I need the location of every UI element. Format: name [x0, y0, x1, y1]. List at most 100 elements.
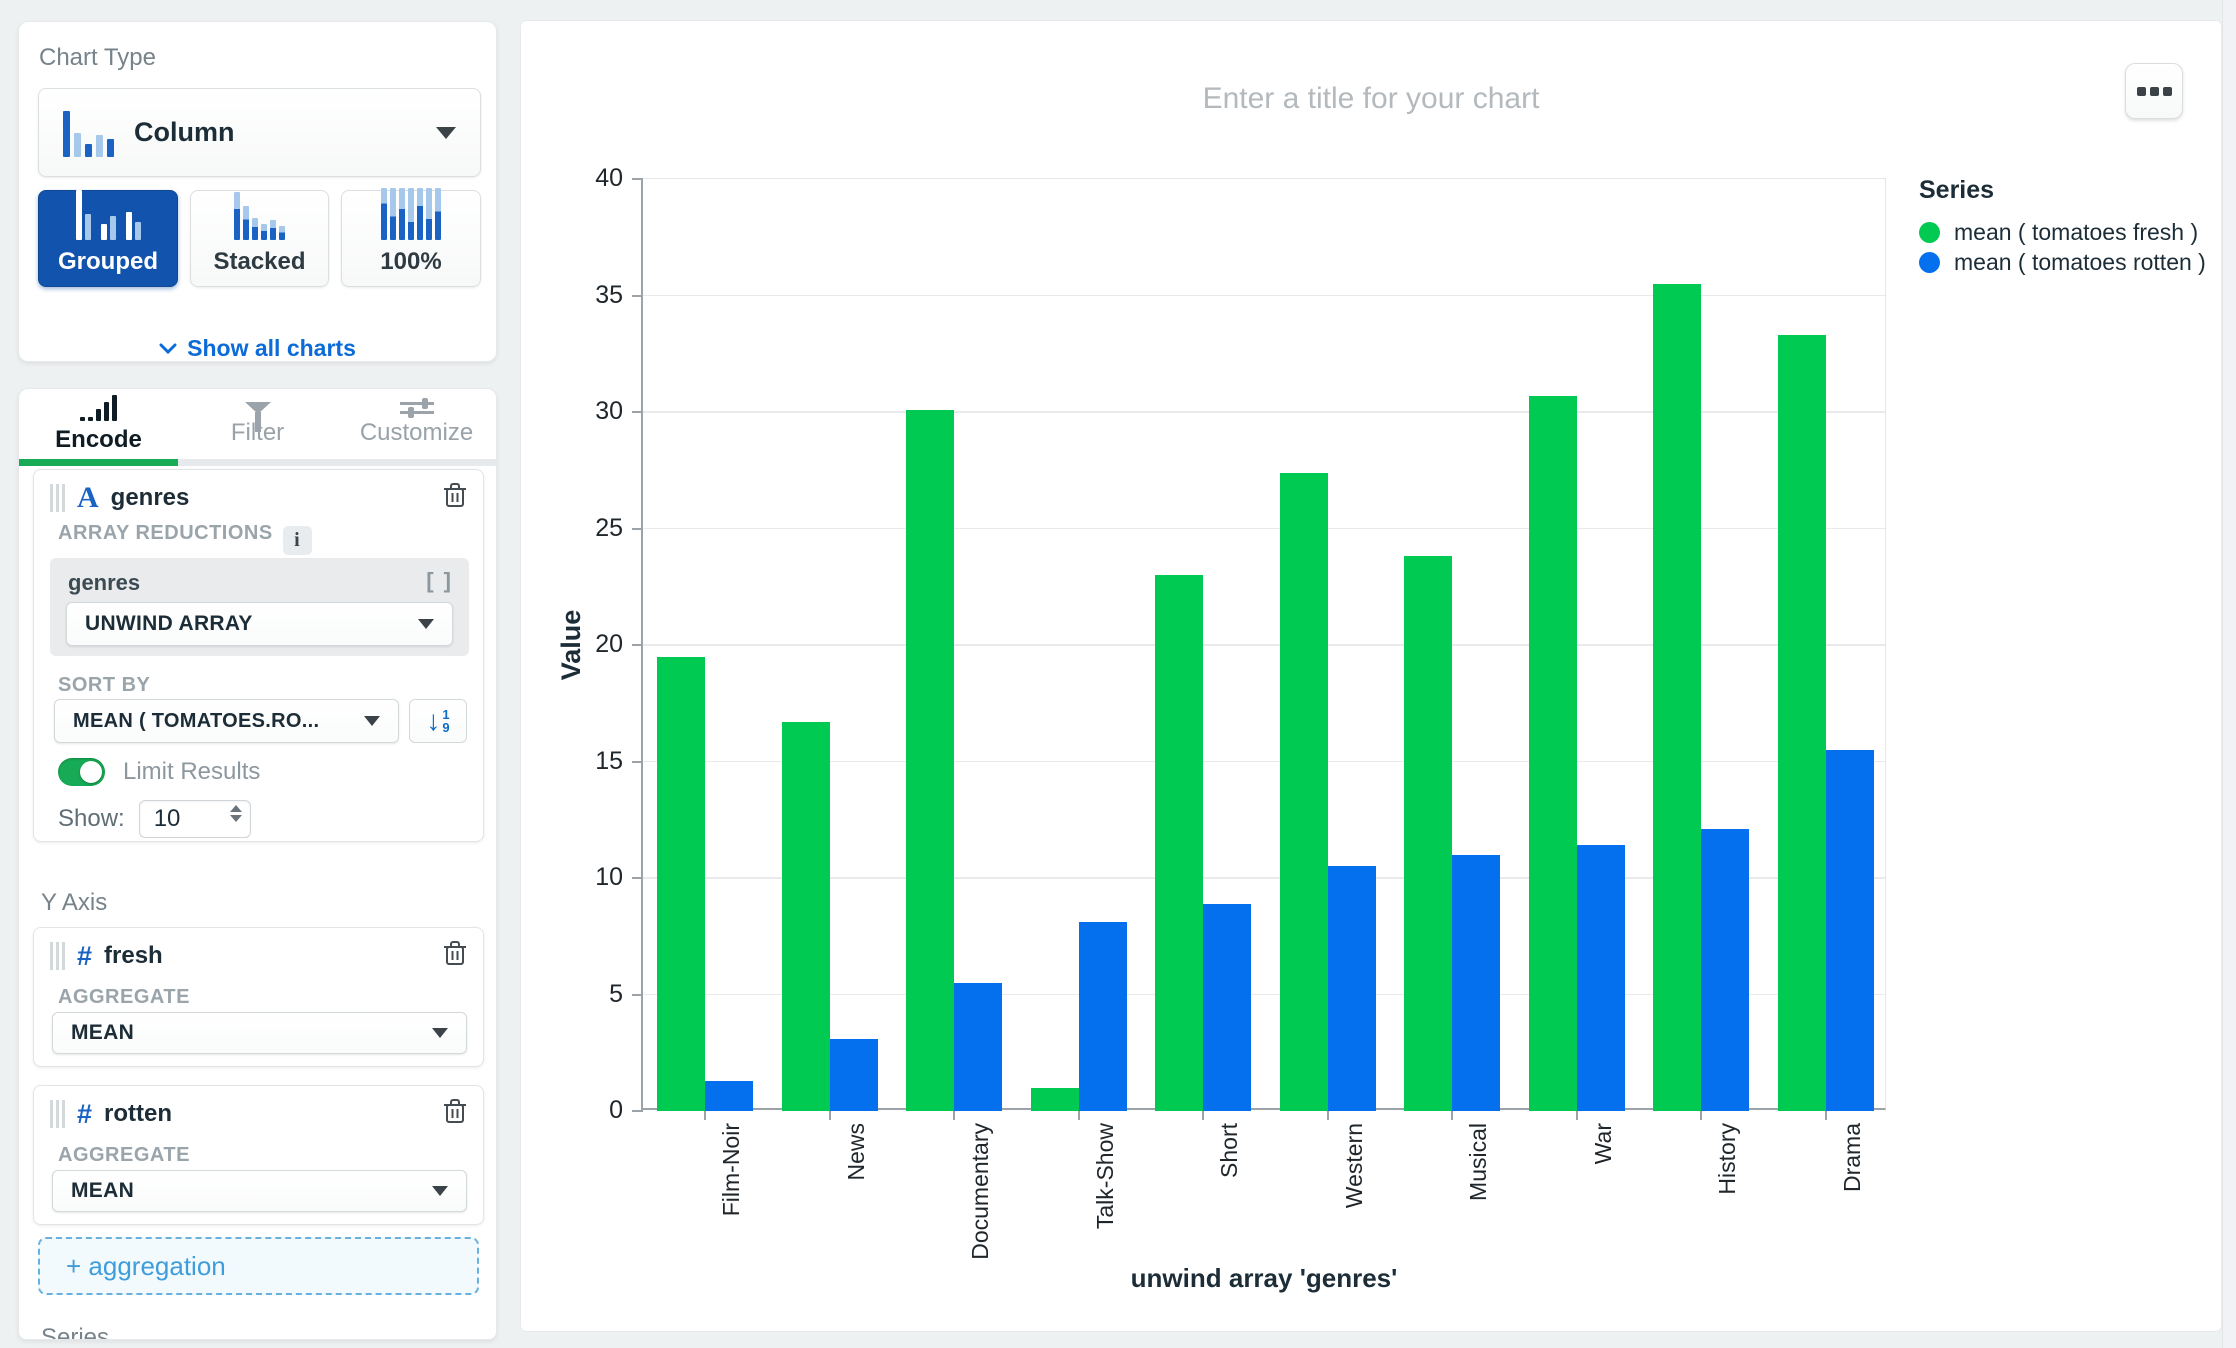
- bar-fresh: [1155, 575, 1204, 1111]
- x-tick-label: Musical: [1465, 1123, 1492, 1201]
- reduction-field-name: genres: [68, 570, 141, 595]
- mode-button-100pct[interactable]: 100%: [341, 188, 481, 287]
- x-axis-tick: [1575, 1111, 1578, 1120]
- info-icon[interactable]: i: [282, 526, 312, 555]
- x-tick-label: Film-Noir: [718, 1123, 745, 1217]
- sort-by-select[interactable]: MEAN ( TOMATOES.RO...: [54, 699, 399, 743]
- trash-icon[interactable]: [443, 1098, 467, 1130]
- legend-dot-blue: [1919, 251, 1940, 273]
- y-axis-tick: [632, 877, 643, 879]
- mode-button-label: Stacked: [213, 248, 306, 275]
- drag-handle-icon[interactable]: [50, 1100, 65, 1128]
- x-tick-label: Western: [1340, 1123, 1367, 1209]
- chart-type-select[interactable]: Column: [38, 88, 481, 177]
- y-axis-tick: [632, 993, 643, 996]
- mode-button-grouped[interactable]: Grouped: [38, 190, 178, 287]
- grouped-columns-icon: [75, 190, 141, 240]
- gridline: [643, 993, 1885, 995]
- x-axis-tick: [1202, 1111, 1205, 1120]
- bar-rotten: [1576, 845, 1625, 1111]
- x-tick-label: News: [842, 1123, 869, 1181]
- bar-rotten: [1452, 854, 1501, 1111]
- x-axis-tick: [1451, 1111, 1454, 1120]
- y-tick-label: 25: [595, 513, 623, 542]
- drag-handle-icon[interactable]: [50, 942, 65, 970]
- gridline: [643, 411, 1885, 413]
- y-axis-tick: [632, 527, 643, 530]
- x-axis-tick: [1700, 1111, 1703, 1120]
- array-reduction-box: genres [ ] UNWIND ARRAY: [50, 558, 469, 656]
- y-tick-label: 15: [595, 746, 623, 775]
- unwind-array-value: UNWIND ARRAY: [85, 612, 253, 635]
- number-field-icon: #: [77, 1099, 93, 1129]
- encode-bars-icon: [80, 394, 117, 421]
- chart-panel: Value unwind array 'genres' 051015202530…: [520, 20, 2222, 1332]
- bar-rotten: [1825, 749, 1874, 1111]
- drag-handle-icon[interactable]: [50, 484, 65, 512]
- bar-rotten: [1203, 903, 1252, 1111]
- bar-rotten: [829, 1038, 878, 1111]
- ellipsis-icon: [2162, 86, 2172, 96]
- mode-button-label: Grouped: [58, 248, 158, 275]
- chevron-down-icon: [418, 619, 434, 629]
- add-aggregation-label: + aggregation: [66, 1250, 226, 1281]
- show-label: Show:: [58, 805, 125, 832]
- bar-fresh: [657, 656, 706, 1111]
- aggregate-value: MEAN: [71, 1021, 135, 1044]
- bar-fresh: [1777, 335, 1826, 1111]
- aggregate-select-rotten[interactable]: MEAN: [52, 1170, 467, 1212]
- mode-button-stacked[interactable]: Stacked: [190, 190, 329, 287]
- sort-by-value: MEAN ( TOMATOES.RO...: [73, 709, 320, 732]
- x-axis-tick: [1326, 1111, 1329, 1120]
- legend-item-rotten: mean ( tomatoes rotten ): [1919, 247, 2206, 277]
- bar-fresh: [1030, 1087, 1079, 1111]
- stacked-columns-icon: [234, 191, 285, 240]
- legend-item-fresh: mean ( tomatoes fresh ): [1919, 217, 2206, 247]
- aggregate-select-fresh[interactable]: MEAN: [52, 1012, 467, 1054]
- chart-type-value: Column: [134, 117, 235, 147]
- y-axis-tick: [632, 760, 643, 763]
- y-axis-tick: [632, 294, 643, 297]
- sort-by-label: SORT BY: [58, 674, 151, 696]
- column-chart-icon: [63, 109, 114, 157]
- field-name: genres: [110, 484, 190, 511]
- x-tick-label: Documentary: [967, 1123, 994, 1260]
- add-aggregation-button[interactable]: + aggregation: [38, 1237, 479, 1295]
- x-axis-tick: [704, 1111, 707, 1120]
- x-axis-tick: [1824, 1111, 1827, 1120]
- customize-sliders-icon: [399, 397, 434, 418]
- tab-encode[interactable]: Encode: [19, 389, 178, 459]
- field-name: rotten: [104, 1100, 173, 1127]
- scrollbar-track[interactable]: [2222, 0, 2236, 1348]
- chart-title-input[interactable]: [821, 69, 1921, 129]
- tab-label: Customize: [359, 418, 474, 446]
- limit-results-toggle[interactable]: [58, 758, 105, 786]
- chart-menu-button[interactable]: [2125, 63, 2183, 119]
- tab-customize[interactable]: Customize: [337, 389, 496, 459]
- x-axis-title: unwind array 'genres': [1130, 1263, 1398, 1293]
- chevron-down-icon: [432, 1028, 448, 1038]
- y-axis-tick: [632, 1110, 643, 1112]
- gridline: [643, 527, 1885, 529]
- bar-rotten: [1701, 829, 1750, 1111]
- limit-results-label: Limit Results: [123, 758, 261, 785]
- show-all-charts-link[interactable]: Show all charts: [19, 335, 496, 362]
- aggregate-label: AGGREGATE: [58, 1144, 190, 1166]
- x-axis-tick: [953, 1111, 956, 1120]
- array-type-icon: [ ]: [426, 568, 453, 593]
- gridline: [643, 294, 1885, 296]
- panel-tabs: Encode Filter Customize: [19, 389, 496, 459]
- legend-dot-green: [1919, 221, 1940, 243]
- trash-icon[interactable]: [443, 482, 467, 514]
- number-stepper[interactable]: [229, 805, 242, 822]
- ellipsis-icon: [2149, 86, 2159, 96]
- trash-icon[interactable]: [443, 940, 467, 972]
- unwind-array-select[interactable]: UNWIND ARRAY: [66, 602, 453, 646]
- gridline: [643, 644, 1885, 646]
- tab-label: Encode: [55, 425, 142, 453]
- tab-filter[interactable]: Filter: [178, 389, 337, 459]
- encode-panel: Encode Filter Customize A genres ARRAY R…: [18, 388, 497, 1340]
- gridline: [643, 877, 1885, 879]
